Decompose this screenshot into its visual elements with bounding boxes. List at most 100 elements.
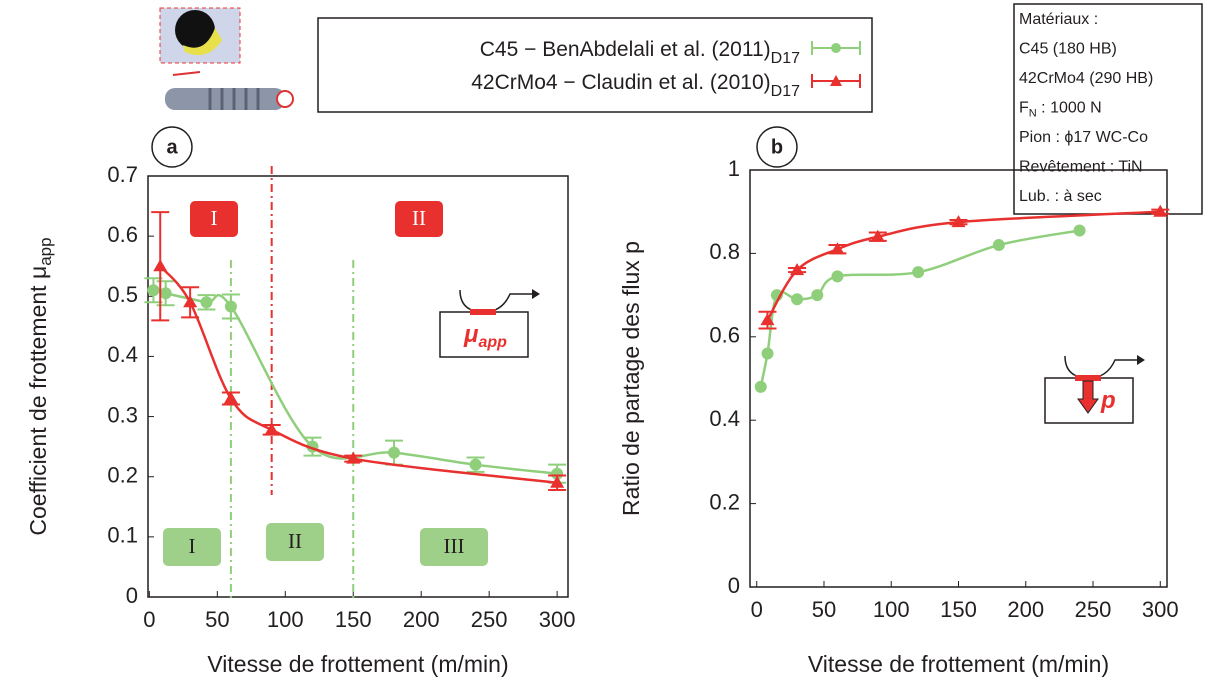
regime-box (163, 528, 221, 566)
text-part: D17 (771, 50, 800, 67)
legend-box (317, 17, 873, 113)
data-point (346, 451, 361, 464)
x-tick-label: 200 (1007, 597, 1044, 622)
icon-arrow (1137, 355, 1145, 365)
panel-label: a (166, 136, 178, 158)
text-part: Matériaux : (1019, 11, 1098, 28)
panel-label: b (771, 136, 783, 158)
data-point (200, 296, 213, 309)
text-part: p (1100, 387, 1116, 414)
data-point (1073, 224, 1086, 237)
info-line: Matériaux : (1019, 11, 1098, 28)
text-part: N (1029, 108, 1037, 120)
data-point (754, 380, 767, 393)
y-tick-label: 0.1 (107, 523, 138, 548)
y-tick-label: 1 (728, 156, 740, 181)
y-tick-label: 0.2 (709, 489, 740, 514)
data-point (992, 239, 1005, 252)
y-tick-label: 0.4 (709, 406, 740, 431)
x-tick-label: 100 (873, 597, 910, 622)
data-point (830, 242, 845, 255)
legend-marker (830, 75, 842, 86)
x-tick-label: 50 (812, 597, 836, 622)
text-part: Coefficient de frottement μ (25, 266, 51, 536)
y-tick-label: 0.6 (107, 222, 138, 247)
x-tick-label: 300 (539, 607, 576, 632)
text-part: μ (463, 321, 479, 348)
text-part: C45 − BenAbdelali et al. (2011) (480, 38, 771, 61)
info-line: FN : 1000 N (1019, 100, 1102, 120)
data-point (264, 422, 279, 435)
regime-label: II (288, 529, 302, 553)
x-tick-label: 250 (1075, 597, 1112, 622)
text-part: Revêtement : TiN (1019, 159, 1143, 176)
regime-box (420, 528, 488, 566)
plot-frame (147, 175, 569, 598)
icon-label: p (1100, 387, 1116, 414)
data-point (159, 287, 172, 300)
data-point (469, 458, 482, 471)
x-tick-label: 0 (143, 607, 155, 632)
x-tick-label: 0 (751, 597, 763, 622)
data-point (223, 391, 238, 404)
y-tick-label: 0 (728, 573, 740, 598)
data-point (1153, 204, 1168, 217)
text-part: 42CrMo4 (290 HB) (1019, 70, 1153, 87)
data-point (550, 475, 565, 488)
info-line: Revêtement : TiN (1019, 159, 1143, 176)
info-line: Pion : ϕ17 WC-Co (1019, 129, 1148, 146)
panel-badge (151, 126, 193, 168)
y-tick-label: 0.7 (107, 162, 138, 187)
data-point (831, 270, 844, 283)
data-point (951, 215, 966, 228)
data-point (912, 266, 925, 279)
text-part: D17 (771, 83, 800, 100)
y-tick-label: 0.5 (107, 282, 138, 307)
icon-arc (1064, 355, 1137, 379)
x-tick-label: 250 (471, 607, 508, 632)
text-part: Ratio de partage des flux p (618, 241, 644, 516)
y-tick-label: 0.6 (709, 323, 740, 348)
icon-contact (1075, 375, 1101, 381)
regime-label: I (211, 206, 218, 230)
y-tick-label: 0.8 (709, 239, 740, 264)
info-line: C45 (180 HB) (1019, 41, 1117, 58)
y-tick-label: 0.2 (107, 463, 138, 488)
text-part: app (478, 334, 507, 351)
legend-label: C45 − BenAbdelali et al. (2011)D17 (480, 38, 800, 67)
y-tick-label: 0.4 (107, 342, 138, 367)
y-tick-label: 0.3 (107, 402, 138, 427)
data-point (183, 295, 198, 308)
y-tick-label: 0 (126, 583, 138, 608)
data-point (811, 289, 824, 302)
regime-label: III (444, 534, 465, 558)
fit-curve (766, 210, 1161, 321)
x-tick-label: 150 (940, 597, 977, 622)
info-line: 42CrMo4 (290 HB) (1019, 70, 1153, 87)
icon-contact (470, 309, 496, 315)
info-line: Lub. : à sec (1019, 188, 1102, 205)
data-point (551, 467, 564, 480)
icon-label: μapp (463, 321, 507, 351)
legend-marker (831, 43, 841, 53)
regime-box (190, 201, 238, 237)
illustration (159, 7, 294, 110)
data-point (760, 313, 775, 326)
x-tick-label: 100 (267, 607, 304, 632)
data-point (791, 293, 804, 306)
regime-box (395, 201, 443, 237)
x-tick-label: 200 (403, 607, 440, 632)
panel-badge (756, 126, 798, 168)
y-axis-title: Coefficient de frottement μapp (25, 237, 55, 535)
x-tick-label: 150 (335, 607, 372, 632)
x-axis-title: Vitesse de frottement (m/min) (808, 651, 1109, 677)
y-axis-title: Ratio de partage des flux p (618, 241, 644, 516)
text-part: F (1019, 100, 1029, 117)
text-part: C45 (180 HB) (1019, 41, 1117, 58)
text-part: Lub. : à sec (1019, 188, 1102, 205)
data-point (761, 347, 774, 360)
icon-arc (459, 289, 532, 313)
x-tick-label: 50 (205, 607, 229, 632)
icon-flux-arrow (1077, 380, 1099, 414)
